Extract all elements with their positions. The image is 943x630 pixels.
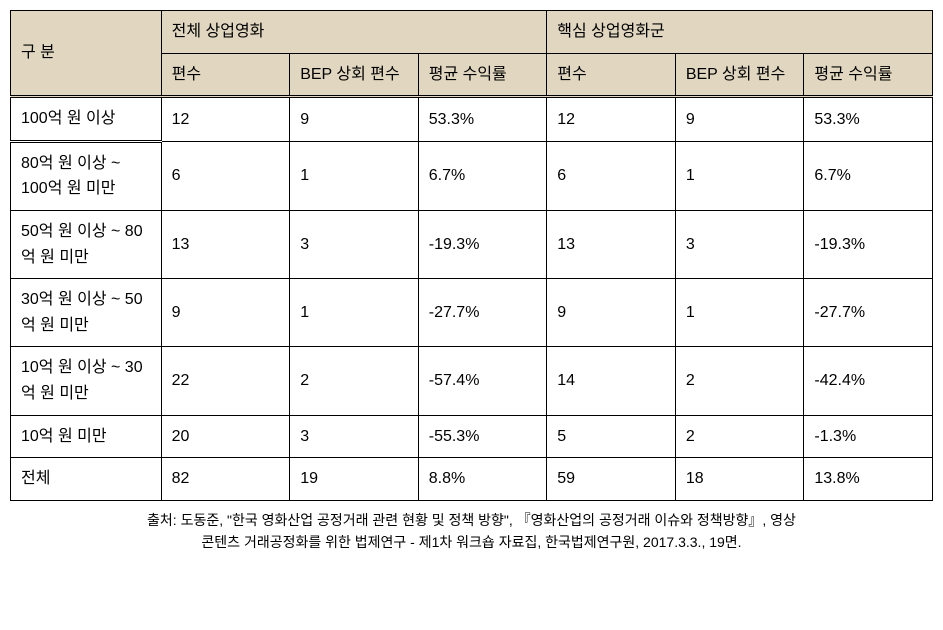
cell-g2-avg: -27.7% <box>804 279 933 347</box>
cell-g1-count: 20 <box>161 415 290 458</box>
cell-g2-avg: -1.3% <box>804 415 933 458</box>
row-label: 50억 원 이상 ~ 80억 원 미만 <box>11 210 162 278</box>
source-line2: 콘텐츠 거래공정화를 위한 법제연구 - 제1차 워크숍 자료집, 한국법제연구… <box>201 534 741 550</box>
cell-g1-avg: -57.4% <box>418 347 547 415</box>
cell-g2-count: 9 <box>547 279 676 347</box>
cell-g1-avg: -27.7% <box>418 279 547 347</box>
cell-g1-bep: 1 <box>290 141 419 210</box>
cell-g2-avg: 13.8% <box>804 458 933 501</box>
header-g1-count: 편수 <box>161 53 290 97</box>
cell-g1-bep: 9 <box>290 97 419 142</box>
cell-g1-avg: -19.3% <box>418 210 547 278</box>
cell-g1-bep: 3 <box>290 210 419 278</box>
data-table: 구 분 전체 상업영화 핵심 상업영화군 편수 BEP 상회 편수 평균 수익률… <box>10 10 933 501</box>
cell-g2-avg: 53.3% <box>804 97 933 142</box>
cell-g1-count: 82 <box>161 458 290 501</box>
table-row: 10억 원 이상 ~ 30억 원 미만 22 2 -57.4% 14 2 -42… <box>11 347 933 415</box>
cell-g2-count: 14 <box>547 347 676 415</box>
cell-g1-avg: 6.7% <box>418 141 547 210</box>
table-row: 100억 원 이상 12 9 53.3% 12 9 53.3% <box>11 97 933 142</box>
table-row: 80억 원 이상 ~ 100억 원 미만 6 1 6.7% 6 1 6.7% <box>11 141 933 210</box>
table-body: 100억 원 이상 12 9 53.3% 12 9 53.3% 80억 원 이상… <box>11 97 933 501</box>
cell-g2-bep: 18 <box>675 458 804 501</box>
header-g1-avg: 평균 수익률 <box>418 53 547 97</box>
cell-g2-count: 12 <box>547 97 676 142</box>
cell-g1-count: 12 <box>161 97 290 142</box>
source-citation: 출처: 도동준, "한국 영화산업 공정거래 관련 현황 및 정책 방향", 『… <box>10 509 933 554</box>
row-label: 80억 원 이상 ~ 100억 원 미만 <box>11 141 162 210</box>
cell-g2-bep: 1 <box>675 141 804 210</box>
cell-g1-avg: 53.3% <box>418 97 547 142</box>
table-row: 30억 원 이상 ~ 50억 원 미만 9 1 -27.7% 9 1 -27.7… <box>11 279 933 347</box>
header-group1: 전체 상업영화 <box>161 11 547 54</box>
cell-g2-bep: 1 <box>675 279 804 347</box>
header-g2-bep: BEP 상회 편수 <box>675 53 804 97</box>
cell-g2-bep: 3 <box>675 210 804 278</box>
header-g2-count: 편수 <box>547 53 676 97</box>
cell-g1-bep: 19 <box>290 458 419 501</box>
cell-g2-bep: 2 <box>675 415 804 458</box>
cell-g2-bep: 2 <box>675 347 804 415</box>
row-label: 100억 원 이상 <box>11 97 162 142</box>
cell-g1-bep: 3 <box>290 415 419 458</box>
cell-g2-avg: 6.7% <box>804 141 933 210</box>
row-label: 10억 원 이상 ~ 30억 원 미만 <box>11 347 162 415</box>
cell-g2-count: 13 <box>547 210 676 278</box>
table-row: 50억 원 이상 ~ 80억 원 미만 13 3 -19.3% 13 3 -19… <box>11 210 933 278</box>
row-label: 전체 <box>11 458 162 501</box>
cell-g1-avg: 8.8% <box>418 458 547 501</box>
cell-g2-bep: 9 <box>675 97 804 142</box>
header-category: 구 분 <box>11 11 162 97</box>
cell-g2-count: 59 <box>547 458 676 501</box>
cell-g1-avg: -55.3% <box>418 415 547 458</box>
table-row-total: 전체 82 19 8.8% 59 18 13.8% <box>11 458 933 501</box>
row-label: 30억 원 이상 ~ 50억 원 미만 <box>11 279 162 347</box>
header-group2: 핵심 상업영화군 <box>547 11 933 54</box>
header-g1-bep: BEP 상회 편수 <box>290 53 419 97</box>
cell-g2-count: 5 <box>547 415 676 458</box>
source-line1: 출처: 도동준, "한국 영화산업 공정거래 관련 현황 및 정책 방향", 『… <box>147 512 796 528</box>
cell-g1-count: 13 <box>161 210 290 278</box>
cell-g2-avg: -19.3% <box>804 210 933 278</box>
cell-g1-count: 22 <box>161 347 290 415</box>
row-label: 10억 원 미만 <box>11 415 162 458</box>
cell-g1-count: 6 <box>161 141 290 210</box>
cell-g1-bep: 2 <box>290 347 419 415</box>
cell-g2-avg: -42.4% <box>804 347 933 415</box>
header-g2-avg: 평균 수익률 <box>804 53 933 97</box>
table-row: 10억 원 미만 20 3 -55.3% 5 2 -1.3% <box>11 415 933 458</box>
cell-g1-count: 9 <box>161 279 290 347</box>
cell-g1-bep: 1 <box>290 279 419 347</box>
cell-g2-count: 6 <box>547 141 676 210</box>
